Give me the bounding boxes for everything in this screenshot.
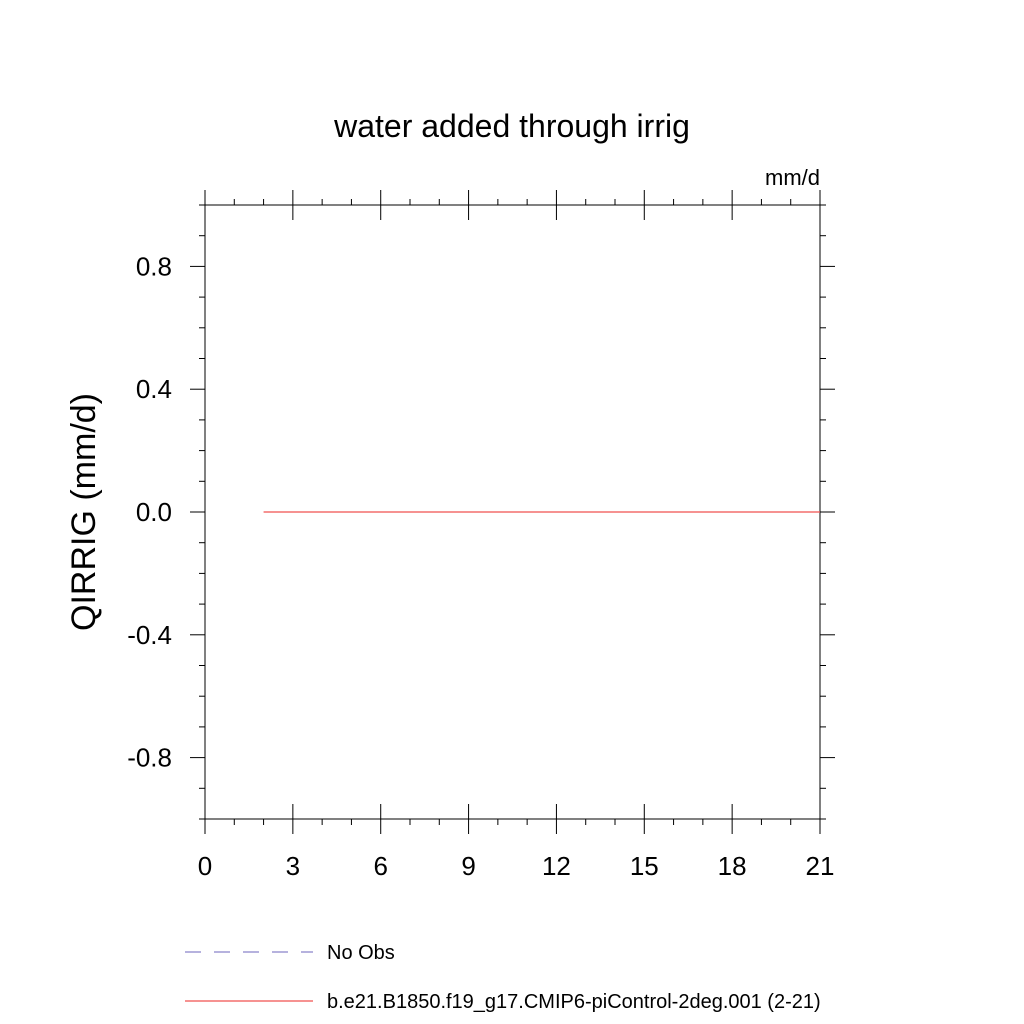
y-tick-label: -0.4 xyxy=(127,620,172,650)
y-tick-label: -0.8 xyxy=(127,743,172,773)
y-tick-label: 0.0 xyxy=(136,497,172,527)
x-tick-label: 6 xyxy=(373,851,387,881)
y-tick-label: 0.8 xyxy=(136,251,172,281)
y-axis-label: QIRRIG (mm/d) xyxy=(65,393,103,631)
x-tick-label: 18 xyxy=(718,851,747,881)
y-axis-ticks: -0.8 -0.4 0.0 0.4 0.8 xyxy=(127,204,835,820)
x-axis-ticks: 0 3 6 9 12 15 18 21 xyxy=(198,190,835,881)
x-tick-label: 21 xyxy=(806,851,835,881)
y-tick-label: 0.4 xyxy=(136,374,172,404)
x-tick-label: 12 xyxy=(542,851,571,881)
x-tick-label: 3 xyxy=(286,851,300,881)
chart-title: water added through irrig xyxy=(333,108,690,144)
units-label: mm/d xyxy=(765,165,820,190)
legend: No Obs b.e21.B1850.f19_g17.CMIP6-piContro… xyxy=(185,942,821,1013)
x-tick-label: 0 xyxy=(198,851,212,881)
legend-label-0: No Obs xyxy=(327,942,395,964)
x-tick-label: 15 xyxy=(630,851,659,881)
legend-label-1: b.e21.B1850.f19_g17.CMIP6-piControl-2deg… xyxy=(327,991,821,1013)
x-tick-label: 9 xyxy=(461,851,475,881)
